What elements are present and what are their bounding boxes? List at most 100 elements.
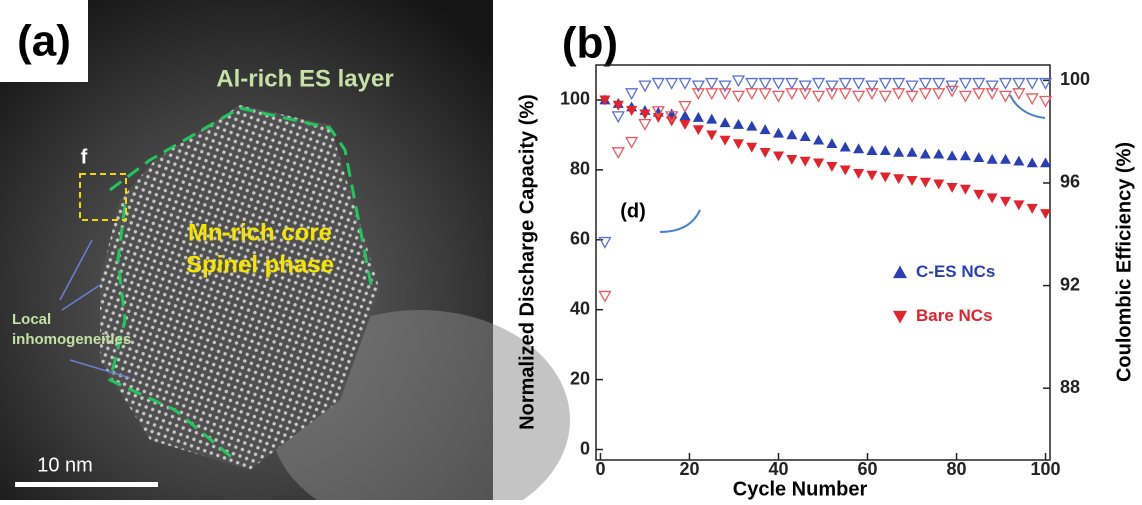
data-point bbox=[732, 139, 744, 150]
data-point bbox=[879, 172, 891, 183]
data-point bbox=[692, 125, 704, 136]
data-point bbox=[1025, 93, 1039, 106]
annotation: inhomogeneities bbox=[12, 331, 131, 348]
data-point bbox=[691, 80, 705, 93]
data-point bbox=[599, 95, 611, 106]
data-point bbox=[973, 189, 985, 200]
data-point bbox=[598, 290, 612, 303]
data-point bbox=[865, 80, 879, 93]
y-tick-label: 40 bbox=[570, 298, 590, 318]
data-point bbox=[665, 77, 679, 90]
data-point bbox=[678, 77, 692, 90]
y-tick-label: 0 bbox=[580, 438, 590, 458]
data-point bbox=[999, 153, 1011, 164]
data-point bbox=[973, 152, 985, 163]
data-point bbox=[638, 80, 652, 93]
label-box bbox=[0, 0, 88, 82]
panel-label: (b) bbox=[562, 19, 618, 68]
data-point bbox=[825, 80, 839, 93]
data-point bbox=[958, 90, 973, 103]
data-point bbox=[651, 106, 665, 119]
data-point bbox=[998, 90, 1013, 103]
data-point bbox=[958, 77, 973, 90]
data-point bbox=[746, 120, 758, 131]
data-point bbox=[625, 88, 639, 101]
y-tick-label: 80 bbox=[570, 159, 590, 179]
data-point bbox=[933, 179, 945, 190]
data-point bbox=[626, 106, 638, 116]
data-point bbox=[852, 77, 866, 90]
x-tick-label: 80 bbox=[947, 459, 967, 479]
data-point bbox=[905, 90, 919, 103]
data-point bbox=[932, 88, 946, 101]
data-point bbox=[679, 120, 691, 130]
data-point bbox=[719, 117, 731, 128]
data-point bbox=[746, 142, 758, 153]
data-point bbox=[985, 80, 999, 93]
data-point bbox=[852, 90, 866, 103]
data-point bbox=[892, 77, 906, 90]
data-point bbox=[878, 77, 892, 90]
data-point bbox=[946, 182, 958, 193]
y-tick-label: 20 bbox=[570, 368, 590, 388]
data-point bbox=[771, 77, 786, 90]
arrow bbox=[1009, 94, 1046, 119]
data-point bbox=[838, 77, 852, 90]
y2-tick-label: 88 bbox=[1060, 377, 1080, 397]
legend-label: Bare NCs bbox=[916, 306, 993, 325]
annotation: Al-rich ES layer bbox=[216, 65, 393, 92]
data-point bbox=[825, 88, 839, 101]
data-point bbox=[853, 143, 865, 154]
data-point bbox=[813, 158, 825, 169]
x-tick-label: 100 bbox=[1031, 459, 1061, 479]
data-point bbox=[972, 77, 986, 90]
outline bbox=[108, 204, 236, 462]
data-point bbox=[665, 111, 679, 124]
micrograph-panel: (a) Al-rich ES layer f Mn-rich core Spin… bbox=[0, 0, 570, 505]
y2-tick-label: 92 bbox=[1060, 274, 1080, 294]
data-point bbox=[719, 135, 731, 146]
legend-marker bbox=[893, 265, 907, 279]
data-point bbox=[1012, 77, 1026, 90]
scale-bar bbox=[15, 482, 158, 487]
data-point bbox=[799, 156, 811, 167]
data-point bbox=[998, 77, 1013, 90]
data-point bbox=[706, 130, 718, 141]
data-point bbox=[959, 184, 971, 195]
data-point bbox=[945, 85, 959, 98]
data-point bbox=[826, 161, 838, 172]
data-point bbox=[1026, 203, 1038, 214]
data-point bbox=[811, 90, 826, 103]
data-point bbox=[692, 111, 704, 122]
data-point bbox=[893, 174, 905, 185]
data-point bbox=[893, 146, 905, 157]
y2-axis-title: Coulombic Efficiency (%) bbox=[1113, 142, 1135, 382]
arrow bbox=[659, 209, 701, 233]
x-tick-label: 20 bbox=[679, 459, 699, 479]
x-axis-title: Cycle Number bbox=[733, 478, 868, 500]
data-point bbox=[772, 127, 784, 138]
y-axis-title: Normalized Discharge Capacity (%) bbox=[516, 94, 538, 430]
data-point bbox=[771, 90, 786, 103]
data-point bbox=[745, 88, 759, 101]
annotation: Spinel phase bbox=[186, 251, 334, 278]
data-point bbox=[785, 77, 799, 90]
data-point bbox=[906, 175, 918, 186]
data-point bbox=[598, 236, 612, 249]
data-point bbox=[866, 170, 878, 181]
scale-bar-label: 10 nm bbox=[37, 454, 93, 476]
data-point bbox=[918, 88, 932, 101]
annotation: f bbox=[81, 146, 88, 168]
x-tick-label: 60 bbox=[857, 459, 877, 479]
data-point bbox=[932, 77, 946, 90]
data-point bbox=[1026, 157, 1038, 168]
arrows bbox=[59, 239, 131, 379]
legend-label: C-ES NCs bbox=[916, 262, 995, 281]
x-tick-label: 0 bbox=[595, 459, 605, 479]
legend-marker bbox=[893, 310, 907, 324]
x-tick-label: 40 bbox=[768, 459, 788, 479]
data-point bbox=[906, 146, 918, 157]
y-tick-label: 60 bbox=[570, 229, 590, 249]
data-point bbox=[866, 145, 878, 156]
panel-label: (a) bbox=[17, 17, 71, 66]
